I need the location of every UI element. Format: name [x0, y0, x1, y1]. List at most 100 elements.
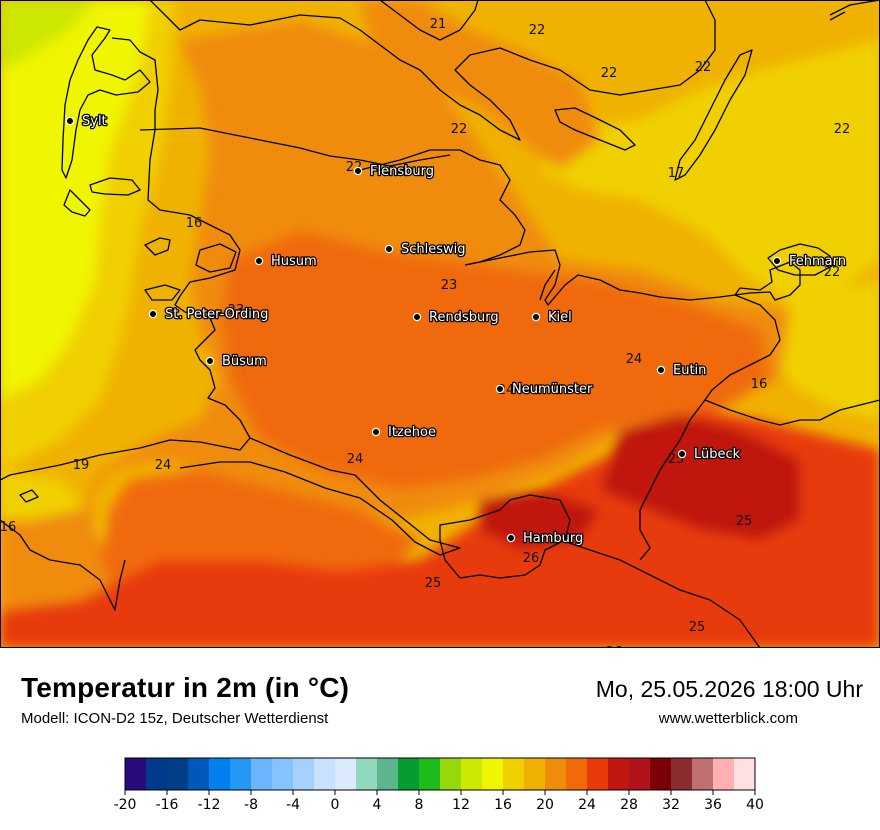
city-dot-st-peter-ording: [148, 309, 158, 319]
coastline-baltic: [464, 249, 880, 426]
temp-field-yellow-west: [0, 0, 150, 400]
temp-field-red-core: [600, 415, 800, 540]
legend-tick-label: -20: [114, 797, 137, 813]
legend-swatch: [419, 758, 441, 790]
coastlines: [0, 0, 880, 648]
city-label-eutin: Eutin: [673, 363, 706, 378]
temperature-label: 24: [347, 452, 364, 467]
city-dot-husum: [254, 256, 264, 266]
legend-tick-label: -16: [156, 797, 179, 813]
temperature-label: 24: [626, 352, 643, 367]
temp-field-baltic-east: [770, 280, 880, 420]
city-label-kiel: Kiel: [548, 310, 572, 325]
city-label-rendsburg: Rendsburg: [429, 310, 499, 325]
city-dot-l-beck: [677, 449, 687, 459]
temperature-label: 22: [529, 23, 546, 38]
legend-swatch: [461, 758, 483, 790]
coastline-arro: [554, 107, 636, 151]
coastline-nordstrand: [195, 243, 237, 273]
temperature-label: 24: [155, 458, 172, 473]
temperature-label: 26: [523, 551, 540, 566]
temperature-label: 22: [695, 60, 712, 75]
legend-swatch: [356, 758, 378, 790]
legend-swatch: [650, 758, 672, 790]
border-hamburg: [439, 494, 571, 579]
city-label-hamburg: Hamburg: [523, 531, 583, 546]
footer: Temperatur in 2m (in °C) Modell: ICON-D2…: [0, 648, 880, 830]
coastline-langeland: [674, 49, 753, 181]
border-denmark: [139, 127, 451, 167]
legend-swatch: [335, 758, 357, 790]
city-label-sylt: Sylt: [82, 114, 107, 129]
map-title: Temperatur in 2m (in °C): [21, 672, 350, 703]
legend-swatch: [251, 758, 273, 790]
legend-tick-label: 24: [578, 797, 596, 813]
legend-tick-label: -4: [286, 797, 300, 813]
legend-swatch: [503, 758, 525, 790]
temp-field-lime-corner: [0, 0, 95, 70]
temperature-label: 23: [441, 278, 458, 293]
city-dot-kiel: [531, 312, 541, 322]
city-dot-eutin: [656, 365, 666, 375]
city-label-fehmarn: Fehmarn: [789, 254, 846, 269]
legend-swatch: [377, 758, 399, 790]
city-label-b-sum: Büsum: [222, 354, 267, 369]
coastline-fehmarn: [767, 243, 833, 276]
city-label-st-peter-ording: St. Peter-Ording: [165, 307, 268, 322]
legend-swatch: [293, 758, 315, 790]
coastline-hallig: [144, 284, 181, 301]
temperature-label: 21: [430, 17, 447, 32]
legend-swatch: [692, 758, 714, 790]
website-link[interactable]: www.wetterblick.com: [658, 710, 798, 727]
city-dot-b-sum: [205, 356, 215, 366]
legend-swatch: [440, 758, 462, 790]
coastline-lolland-2: [829, 11, 846, 21]
legend-tick-label: 16: [494, 797, 512, 813]
legend-tick-label: 8: [415, 797, 424, 813]
legend-tick-label: 36: [704, 797, 722, 813]
city-markers: Sylt Flensburg Husum Schleswig St. Peter-Ord…: [65, 113, 847, 547]
city-label-flensburg: Flensburg: [370, 164, 434, 179]
map-subtitle: Modell: ICON-D2 15z, Deutscher Wetterdie…: [21, 710, 329, 727]
coastline-lolland: [829, 0, 880, 16]
city-dot-schleswig: [384, 244, 394, 254]
coastline-west-mainland: [0, 37, 251, 481]
legend-swatch: [167, 758, 189, 790]
temperature-label: 16: [751, 377, 768, 392]
legend-swatch: [524, 758, 546, 790]
temperature-label: 16: [186, 216, 203, 231]
temperature-label: 23: [228, 303, 245, 318]
legend-tick-label: 20: [536, 797, 554, 813]
coastline-sylt: [61, 26, 151, 179]
city-label-l-beck: Lübeck: [694, 447, 741, 462]
border-lower-saxony: [559, 539, 761, 648]
temperature-label: 17: [668, 166, 685, 181]
legend-tick-label: -8: [244, 797, 258, 813]
temperature-label: 25: [689, 620, 706, 635]
coastline-fohr: [89, 177, 141, 196]
temperature-label: 22: [834, 122, 851, 137]
city-label-itzehoe: Itzehoe: [388, 425, 436, 440]
legend-tick-label: 40: [746, 797, 764, 813]
border-south-west: [0, 519, 126, 611]
legend-swatch: [608, 758, 630, 790]
temperature-label: 22: [601, 66, 618, 81]
legend-swatch: [482, 758, 504, 790]
river-elbe: [179, 437, 461, 556]
color-legend-ticks: -20 -16 -12 -8 -4 0 4 8 12 16 20 24 28 32 36 40: [114, 790, 764, 813]
color-legend-swatches: [124, 757, 756, 791]
legend-swatch: [209, 758, 231, 790]
city-dot-hamburg: [506, 533, 516, 543]
coastline-north-danish: [149, 0, 716, 141]
coastline-small-isle: [19, 489, 39, 503]
legend-swatch: [125, 758, 147, 790]
temperature-label: 19: [73, 458, 90, 473]
legend-tick-label: 0: [331, 797, 340, 813]
city-dot-neum-nster: [495, 384, 505, 394]
coastline-kiel-fjord: [539, 269, 556, 301]
coastline-flensburg-fjord: [359, 149, 526, 266]
temp-field-dark-orange: [220, 230, 770, 490]
legend-swatch: [566, 758, 588, 790]
city-dot-flensburg: [353, 166, 363, 176]
legend-swatch: [671, 758, 693, 790]
